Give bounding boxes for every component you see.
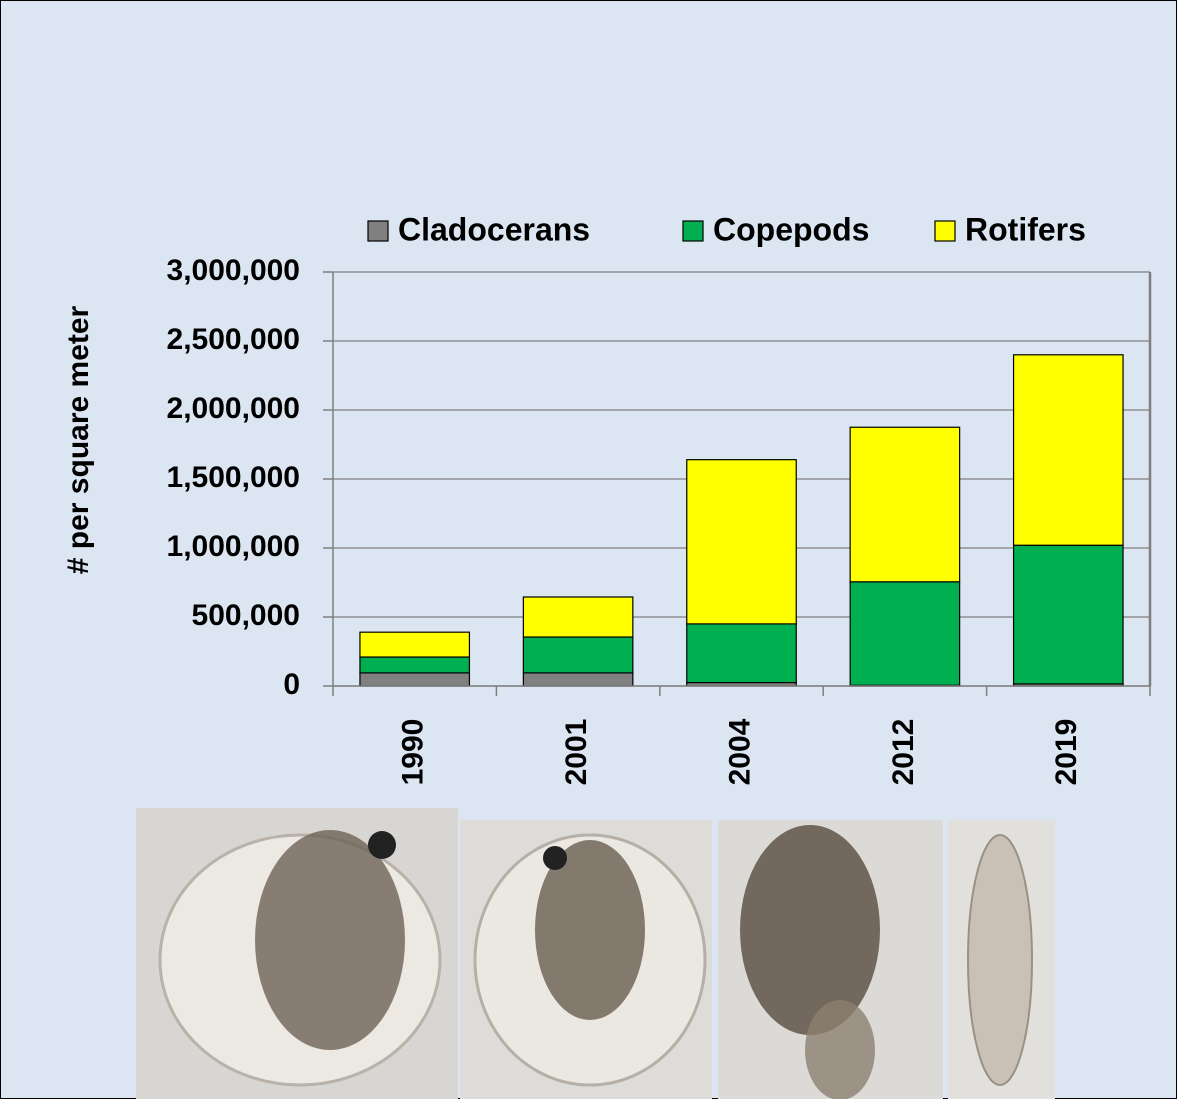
x-tick-label: 2012	[887, 719, 920, 786]
y-tick-label: 500,000	[192, 599, 300, 632]
legend-label: Copepods	[713, 211, 869, 247]
photo-organism	[805, 1000, 875, 1099]
y-tick-label: 2,500,000	[167, 323, 300, 356]
y-tick-label: 2,000,000	[167, 392, 300, 425]
bar-segment	[686, 459, 797, 625]
y-tick-label: 3,000,000	[167, 254, 300, 287]
legend-label: Cladocerans	[398, 211, 590, 247]
bar-segment	[686, 623, 797, 684]
bar-segment	[522, 672, 634, 687]
photo-organism	[368, 831, 396, 859]
photo-organism	[967, 834, 1033, 1086]
bar-segment	[849, 426, 961, 583]
bar-segment	[359, 656, 471, 674]
photo-organism	[740, 825, 880, 1035]
photo-organism	[255, 830, 405, 1050]
y-axis-title: # per square meter	[62, 305, 95, 574]
legend-swatch	[682, 220, 704, 242]
bar-segment	[359, 672, 471, 687]
x-tick-label: 2001	[560, 719, 593, 786]
bar-segment	[849, 581, 961, 686]
x-tick-label: 2004	[723, 718, 756, 785]
x-tick-label: 2019	[1050, 719, 1083, 786]
bar-segment	[1012, 354, 1124, 546]
bar-segment	[522, 636, 634, 674]
legend-swatch	[934, 220, 956, 242]
legend-swatch	[367, 220, 389, 242]
legend-label: Rotifers	[965, 211, 1086, 247]
y-tick-label: 1,000,000	[167, 530, 300, 563]
y-tick-label: 0	[283, 668, 300, 701]
x-tick-label: 1990	[397, 719, 430, 786]
photo-organism	[543, 846, 567, 870]
photos	[136, 808, 1055, 1099]
bar-segment	[1012, 544, 1124, 685]
bar-segment	[359, 631, 471, 658]
y-tick-label: 1,500,000	[167, 461, 300, 494]
bar-segment	[522, 596, 634, 638]
photo-organism	[535, 840, 645, 1020]
